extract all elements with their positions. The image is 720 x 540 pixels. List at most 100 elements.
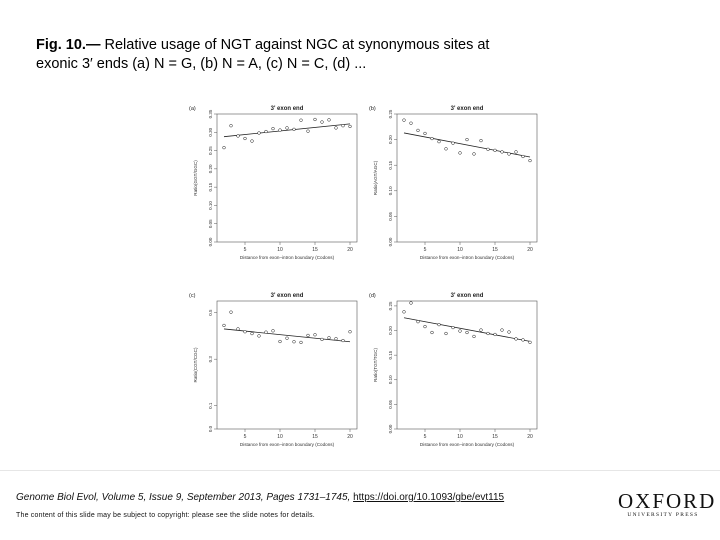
data-point [514,337,518,341]
data-point [327,118,331,122]
x-tick-label: 5 [244,434,247,440]
trend-line [403,132,531,158]
data-point [507,152,511,156]
y-tick-label: 0.20 [208,164,213,173]
figure-svg: (a) 3' exon end0.000.050.100.150.200.250.… [189,106,538,447]
data-point [341,124,345,128]
data-point [278,128,282,132]
x-tick-label: 5 [424,247,427,253]
data-point [299,340,303,345]
data-point [416,320,420,324]
y-tick-label: 0.20 [388,326,393,335]
data-point [437,322,441,327]
y-tick-label: 0.05 [208,219,213,228]
data-point [472,334,476,339]
data-point [257,334,261,338]
y-axis-label: Ratio(GGT/GGC) [193,160,198,196]
x-tick-label: 10 [277,247,283,253]
x-tick-label: 15 [312,434,318,440]
data-point [327,336,331,340]
publisher-logo: OXFORD UNIVERSITY PRESS [618,490,714,518]
data-point [521,154,525,159]
data-point [320,337,324,342]
y-tick-label: 0.25 [388,301,393,310]
data-point [236,327,240,331]
panel-title: 3' exon end [271,106,304,112]
x-axis-label: Distance from exon–intron boundary (Codo… [240,255,335,260]
x-tick-label: 20 [347,247,353,253]
caption-text: Relative usage of NGT against NGC at syn… [36,37,490,72]
data-point [285,126,289,130]
x-axis-label: Distance from exon–intron boundary (Codo… [420,442,515,447]
data-point [292,340,296,344]
y-axis-label: Ratio(AGT/AGC) [373,160,378,195]
data-point [299,118,303,122]
y-tick-label: 0.15 [388,350,393,359]
data-point [222,145,226,150]
data-point [243,136,247,141]
x-tick-label: 20 [527,247,533,253]
y-tick-label: 0.00 [388,424,393,433]
y-tick-label: 0.35 [208,109,213,118]
data-point [444,147,448,151]
data-point [507,330,511,334]
data-point [479,328,483,332]
x-axis-label: Distance from exon–intron boundary (Codo… [240,442,335,447]
x-tick-label: 10 [457,434,463,440]
data-point [341,338,345,343]
x-tick-label: 15 [312,247,318,253]
panel-label: (d) [369,293,376,299]
copyright-notice: The content of this slide may be subject… [16,512,315,519]
data-point [320,120,324,124]
data-point [292,127,296,132]
y-tick-label: 0.10 [388,186,393,195]
y-tick-label: 0.05 [388,400,393,409]
chart-panel-2: (b) 3' exon end 0.00 0.05 0.10 0.15 0.20 0.25 5 1… [369,106,538,260]
data-point [521,338,525,342]
y-tick-label: 0.05 [388,212,393,221]
citation: Genome Biol Evol, Volume 5, Issue 9, Sep… [16,492,504,503]
data-point [229,124,233,128]
data-point [423,324,427,329]
chart-panel-4: (d) 3' exon end 0.00 0.05 0.10 0.15 0.20 0.25 5 1… [369,293,538,447]
panel-title: 3' exon end [271,293,304,299]
trend-line [403,317,531,342]
panel-label: (a) [189,106,196,112]
data-point [334,337,338,341]
data-point [444,331,448,336]
data-point [306,129,310,133]
data-point [334,126,338,130]
data-point [416,128,420,133]
data-point [257,131,261,135]
data-point [313,117,317,122]
y-tick-label: 0.20 [388,135,393,144]
y-tick-label: 0.00 [208,237,213,246]
data-point [465,330,469,335]
data-point [458,329,462,333]
y-tick-label: 0.15 [208,182,213,191]
panel-title: 3' exon end [451,106,484,112]
data-point [306,333,310,338]
data-point [278,339,282,344]
plot-frame [216,113,358,243]
trend-line [223,123,351,138]
data-point [493,148,497,153]
y-tick-label: 0.0 [208,425,213,432]
data-point [500,328,504,332]
y-tick-label: 0.25 [208,146,213,155]
data-point [348,330,352,334]
citation-text: Genome Biol Evol, Volume 5, Issue 9, Sep… [16,492,351,503]
data-point [348,124,352,129]
x-tick-label: 10 [277,434,283,440]
data-point [486,147,490,151]
data-point [423,131,427,136]
panel-label: (b) [369,106,376,112]
data-point [430,330,434,335]
doi-link[interactable]: https://doi.org/10.1093/gbe/evt115 [353,492,505,503]
x-tick-label: 10 [457,247,463,253]
data-point [313,333,317,337]
plot-frame [396,300,538,430]
y-tick-label: 0.25 [388,109,393,118]
data-point [402,118,406,122]
data-point [250,331,254,336]
